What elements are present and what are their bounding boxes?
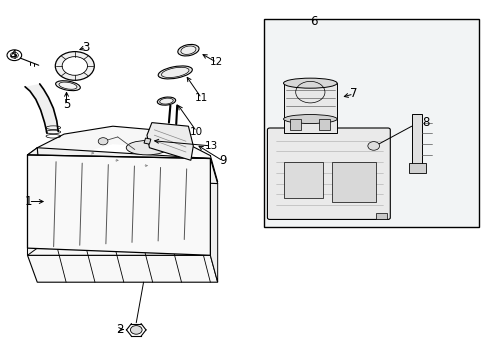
Text: 3: 3 [82,41,89,54]
Bar [283,83,336,134]
Text: 12: 12 [210,57,223,67]
Circle shape [367,141,379,150]
Bar [331,162,375,202]
Bar [375,213,386,220]
Circle shape [130,325,142,334]
Bar [283,162,322,198]
Bar [411,114,422,164]
FancyBboxPatch shape [267,128,389,220]
Ellipse shape [178,44,199,56]
Ellipse shape [283,78,336,88]
Ellipse shape [161,67,189,77]
Polygon shape [37,148,217,184]
Text: 4: 4 [9,49,17,62]
Ellipse shape [158,66,192,79]
Text: 1: 1 [25,195,32,208]
Bar [264,19,478,226]
Text: 6: 6 [309,15,317,28]
Text: 10: 10 [190,127,203,136]
Polygon shape [144,138,151,144]
Text: 8: 8 [422,116,429,129]
Text: 11: 11 [195,93,208,103]
Ellipse shape [56,81,80,91]
Text: 13: 13 [204,141,218,151]
Ellipse shape [126,140,167,155]
Polygon shape [27,126,217,184]
Polygon shape [27,255,217,282]
Bar [289,119,300,130]
Text: 7: 7 [349,87,357,100]
Polygon shape [210,158,217,282]
Ellipse shape [59,82,77,89]
Bar [319,119,329,130]
Polygon shape [27,155,210,255]
Circle shape [55,51,94,80]
Bar [408,163,425,173]
Text: 5: 5 [62,98,70,111]
Polygon shape [147,123,193,160]
Text: 2: 2 [116,323,123,336]
Ellipse shape [283,114,336,123]
Circle shape [98,138,108,145]
Polygon shape [27,148,37,255]
Ellipse shape [181,46,196,54]
Circle shape [62,57,87,75]
Polygon shape [25,84,58,134]
Ellipse shape [160,98,173,104]
Text: 9: 9 [219,154,226,167]
Polygon shape [27,155,210,255]
Ellipse shape [157,97,175,105]
